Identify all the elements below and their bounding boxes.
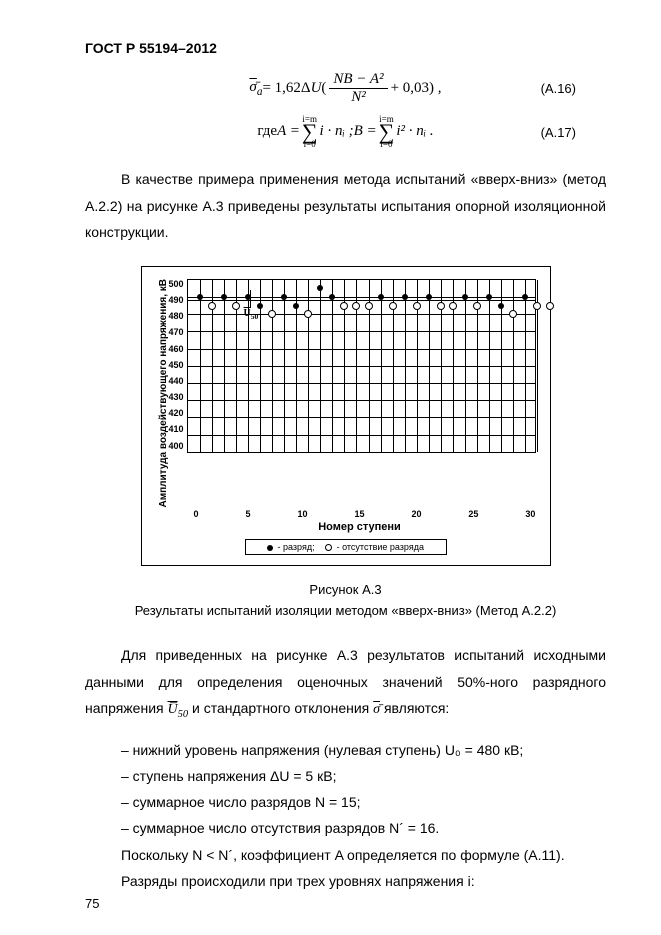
- list-item-1: – нижний уровень напряжения (нулевая сту…: [85, 739, 606, 763]
- data-point-open: [437, 302, 445, 310]
- para-condition: Поскольку N < N´, коэффициент A определя…: [85, 844, 606, 868]
- x-ticks: 051015202530: [194, 509, 536, 519]
- data-point-open: [268, 310, 276, 318]
- page-number: 75: [85, 896, 99, 911]
- figure-number: Рисунок A.3: [85, 582, 606, 597]
- data-point-open: [413, 302, 421, 310]
- chart-plot: U50: [187, 279, 536, 453]
- data-point-fill: [317, 285, 323, 291]
- data-point-fill: [522, 294, 528, 300]
- data-point-open: [449, 302, 457, 310]
- data-point-open: [352, 302, 360, 310]
- data-point-fill: [281, 294, 287, 300]
- data-point-fill: [486, 294, 492, 300]
- data-point-fill: [426, 294, 432, 300]
- data-point-fill: [257, 303, 263, 309]
- data-point-fill: [245, 294, 251, 300]
- legend-open-icon: [325, 544, 332, 551]
- y-ticks: 500490480470460450440430420410400: [169, 279, 187, 451]
- chart-legend: - разряд; - отсутствие разряда: [245, 539, 447, 555]
- list-item-3: – суммарное число разрядов N = 15;: [85, 791, 606, 815]
- figure-caption: Результаты испытаний изоляции методом «в…: [85, 603, 606, 618]
- x-axis-label: Номер ступени: [184, 521, 536, 533]
- data-point-open: [232, 302, 240, 310]
- list-item-4: – суммарное число отсутствия разрядов N´…: [85, 817, 606, 841]
- para-levels: Разряды происходили при трех уровнях нап…: [85, 870, 606, 894]
- data-point-fill: [197, 294, 203, 300]
- chart-container: Амплитуда воздействующего напряжения, кВ…: [141, 266, 551, 566]
- data-point-fill: [402, 294, 408, 300]
- legend-fill-icon: [267, 545, 273, 551]
- data-point-open: [533, 302, 541, 310]
- data-point-fill: [498, 303, 504, 309]
- equation-a17: где A = i=m ∑ i=0 i · nᵢ ; B = i=m ∑ i=0…: [85, 112, 606, 152]
- para-data-intro: Для приведенных на рисунке A.3 результат…: [85, 642, 606, 725]
- equation-a16: σ̄a = 1,62ΔU ( NB − A² N² + 0,03) , (A.1…: [85, 68, 606, 108]
- data-point-open: [340, 302, 348, 310]
- intro-paragraph: В качестве примера применения метода исп…: [85, 166, 606, 246]
- data-point-open: [304, 310, 312, 318]
- data-point-open: [208, 302, 216, 310]
- data-point-fill: [462, 294, 468, 300]
- data-point-open: [365, 302, 373, 310]
- doc-header: ГОСТ Р 55194–2012: [85, 40, 606, 56]
- y-axis-label: Амплитуда воздействующего напряжения, кВ: [156, 279, 169, 507]
- eq-label-a17: (A.17): [541, 125, 576, 140]
- data-point-open: [509, 310, 517, 318]
- data-point-open: [546, 302, 554, 310]
- data-point-open: [389, 302, 397, 310]
- data-point-fill: [221, 294, 227, 300]
- eq-label-a16: (A.16): [541, 81, 576, 96]
- list-item-2: – ступень напряжения ΔU = 5 кВ;: [85, 765, 606, 789]
- data-point-open: [473, 302, 481, 310]
- data-point-fill: [378, 294, 384, 300]
- data-point-fill: [329, 294, 335, 300]
- data-point-fill: [293, 303, 299, 309]
